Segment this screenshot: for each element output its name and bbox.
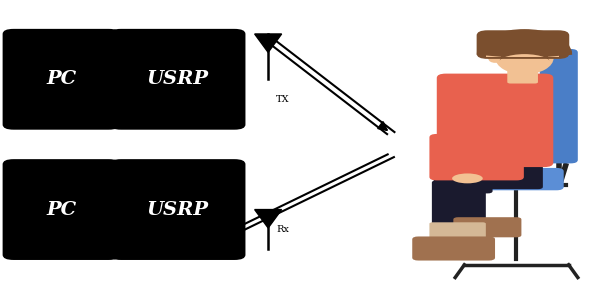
FancyBboxPatch shape [448,168,564,190]
FancyBboxPatch shape [429,222,486,242]
FancyBboxPatch shape [2,159,120,260]
FancyBboxPatch shape [429,134,524,180]
Text: TX: TX [276,95,290,104]
FancyBboxPatch shape [453,217,521,237]
Text: PC: PC [46,200,76,219]
Text: PC: PC [46,70,76,88]
FancyBboxPatch shape [486,47,559,57]
Text: USRP: USRP [147,70,209,88]
FancyBboxPatch shape [434,155,493,193]
Text: USRP: USRP [147,200,209,219]
FancyBboxPatch shape [437,74,553,167]
Ellipse shape [495,42,554,74]
Polygon shape [434,152,516,177]
FancyBboxPatch shape [477,30,569,59]
FancyBboxPatch shape [508,65,538,84]
Polygon shape [254,210,282,228]
Polygon shape [254,34,282,52]
FancyBboxPatch shape [432,180,486,242]
FancyBboxPatch shape [2,29,120,130]
FancyBboxPatch shape [110,159,245,260]
FancyBboxPatch shape [540,49,578,163]
Text: Rx: Rx [276,225,289,234]
FancyBboxPatch shape [110,29,245,130]
FancyBboxPatch shape [412,237,495,261]
Ellipse shape [452,173,483,183]
FancyBboxPatch shape [438,158,543,189]
Ellipse shape [488,54,502,63]
